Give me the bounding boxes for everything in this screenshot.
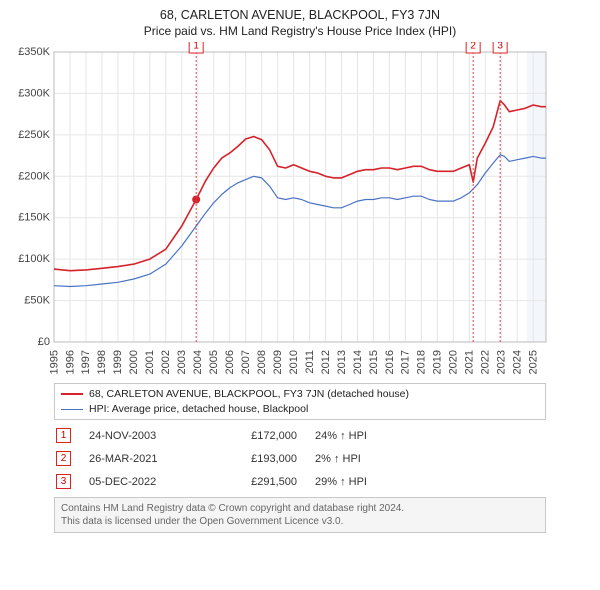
svg-text:1: 1: [193, 42, 199, 52]
svg-text:2023: 2023: [496, 350, 508, 374]
svg-text:2020: 2020: [448, 350, 460, 374]
svg-text:2004: 2004: [192, 350, 204, 374]
svg-text:2001: 2001: [144, 350, 156, 374]
attribution-footer: Contains HM Land Registry data © Crown c…: [54, 497, 546, 533]
annotation-date: 24-NOV-2003: [89, 430, 199, 442]
annotation-price: £172,000: [217, 430, 297, 442]
svg-text:2013: 2013: [336, 350, 348, 374]
svg-text:2005: 2005: [208, 350, 220, 374]
annotation-index: 3: [56, 474, 71, 489]
svg-text:3: 3: [497, 42, 503, 52]
svg-text:£100K: £100K: [18, 253, 50, 265]
svg-text:2002: 2002: [160, 350, 172, 374]
legend-swatch: [61, 409, 83, 410]
legend-label: HPI: Average price, detached house, Blac…: [89, 402, 308, 417]
svg-text:2012: 2012: [320, 350, 332, 374]
svg-text:2025: 2025: [528, 350, 540, 374]
svg-text:2008: 2008: [256, 350, 268, 374]
chart-title-block: 68, CARLETON AVENUE, BLACKPOOL, FY3 7JN …: [8, 8, 592, 38]
svg-text:2018: 2018: [416, 350, 428, 374]
footer-line-1: Contains HM Land Registry data © Crown c…: [61, 502, 539, 515]
svg-text:2010: 2010: [288, 350, 300, 374]
svg-text:2024: 2024: [512, 350, 524, 374]
annotation-price: £193,000: [217, 453, 297, 465]
svg-text:2014: 2014: [352, 350, 364, 374]
footer-line-2: This data is licensed under the Open Gov…: [61, 515, 539, 528]
svg-text:2017: 2017: [400, 350, 412, 374]
svg-text:2016: 2016: [384, 350, 396, 374]
annotations-table: 1 24-NOV-2003 £172,000 24% ↑ HPI 2 26-MAR-202…: [54, 424, 546, 493]
legend: 68, CARLETON AVENUE, BLACKPOOL, FY3 7JN …: [54, 383, 546, 420]
svg-text:2011: 2011: [304, 350, 316, 374]
legend-row: HPI: Average price, detached house, Blac…: [61, 402, 539, 417]
svg-text:1998: 1998: [96, 350, 108, 374]
annotation-pct: 29% ↑ HPI: [315, 476, 405, 488]
svg-text:£0: £0: [38, 336, 50, 348]
annotation-index: 1: [56, 428, 71, 443]
svg-text:1995: 1995: [48, 350, 60, 374]
svg-text:£200K: £200K: [18, 170, 50, 182]
svg-text:£250K: £250K: [18, 129, 50, 141]
annotation-pct: 2% ↑ HPI: [315, 453, 405, 465]
svg-text:1999: 1999: [112, 350, 124, 374]
svg-text:2019: 2019: [432, 350, 444, 374]
price-chart: £0 £50K £100K £150K £200K £250K £300K £350K 1995…: [8, 42, 592, 382]
annotation-date: 26-MAR-2021: [89, 453, 199, 465]
svg-text:2009: 2009: [272, 350, 284, 374]
svg-text:2022: 2022: [480, 350, 492, 374]
svg-text:2015: 2015: [368, 350, 380, 374]
legend-row: 68, CARLETON AVENUE, BLACKPOOL, FY3 7JN …: [61, 387, 539, 402]
annotation-row: 3 05-DEC-2022 £291,500 29% ↑ HPI: [54, 470, 546, 493]
svg-text:£50K: £50K: [24, 295, 50, 307]
svg-text:1997: 1997: [80, 350, 92, 374]
annotation-date: 05-DEC-2022: [89, 476, 199, 488]
svg-text:£350K: £350K: [18, 46, 50, 58]
annotation-price: £291,500: [217, 476, 297, 488]
svg-text:£150K: £150K: [18, 212, 50, 224]
svg-text:£300K: £300K: [18, 87, 50, 99]
svg-text:2006: 2006: [224, 350, 236, 374]
annotation-row: 1 24-NOV-2003 £172,000 24% ↑ HPI: [54, 424, 546, 447]
svg-text:2000: 2000: [128, 350, 140, 374]
svg-text:2: 2: [470, 42, 476, 52]
title-line-2: Price paid vs. HM Land Registry's House …: [8, 24, 592, 38]
annotation-pct: 24% ↑ HPI: [315, 430, 405, 442]
chart-container: £0 £50K £100K £150K £200K £250K £300K £350K 1995…: [8, 42, 592, 382]
legend-label: 68, CARLETON AVENUE, BLACKPOOL, FY3 7JN …: [89, 387, 409, 402]
legend-swatch: [61, 393, 83, 395]
annotation-index: 2: [56, 451, 71, 466]
svg-text:2021: 2021: [464, 350, 476, 374]
svg-text:2003: 2003: [176, 350, 188, 374]
annotation-row: 2 26-MAR-2021 £193,000 2% ↑ HPI: [54, 447, 546, 470]
svg-text:2007: 2007: [240, 350, 252, 374]
svg-text:1996: 1996: [64, 350, 76, 374]
title-line-1: 68, CARLETON AVENUE, BLACKPOOL, FY3 7JN: [8, 8, 592, 22]
